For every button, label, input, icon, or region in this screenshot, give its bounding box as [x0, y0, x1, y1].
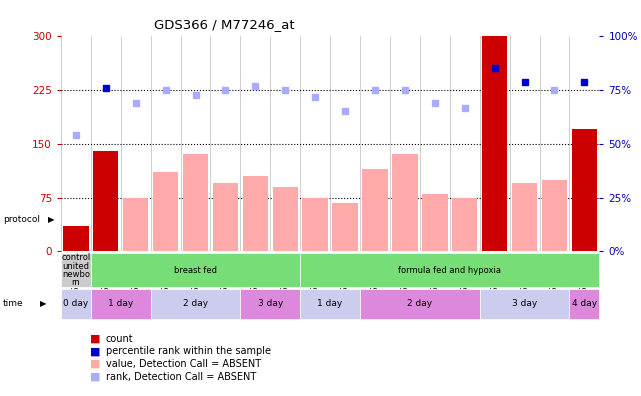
Bar [572, 129, 597, 251]
Bar [300, 253, 599, 287]
Bar [63, 226, 88, 251]
Bar [300, 289, 360, 319]
Text: 3 day: 3 day [512, 299, 537, 308]
Bar [153, 172, 178, 251]
Bar [422, 194, 447, 251]
Text: 3 day: 3 day [258, 299, 283, 308]
Bar [183, 154, 208, 251]
Bar [392, 154, 418, 251]
Bar [61, 289, 91, 319]
Bar [303, 198, 328, 251]
Text: 1 day: 1 day [108, 299, 133, 308]
Bar [93, 151, 119, 251]
Bar [61, 253, 91, 287]
Text: value, Detection Call = ABSENT: value, Detection Call = ABSENT [106, 359, 261, 369]
Text: ■: ■ [90, 359, 100, 369]
Text: 4 day: 4 day [572, 299, 597, 308]
Bar [512, 183, 537, 251]
Bar [479, 289, 569, 319]
Text: ▶: ▶ [48, 215, 54, 224]
Bar [482, 36, 508, 251]
Text: ■: ■ [90, 333, 100, 344]
Text: ■: ■ [90, 371, 100, 382]
Text: 1 day: 1 day [317, 299, 343, 308]
Text: GDS366 / M77246_at: GDS366 / M77246_at [154, 18, 294, 31]
Text: percentile rank within the sample: percentile rank within the sample [106, 346, 271, 356]
Text: breast fed: breast fed [174, 266, 217, 275]
Text: rank, Detection Call = ABSENT: rank, Detection Call = ABSENT [106, 371, 256, 382]
Bar [243, 176, 268, 251]
Text: 2 day: 2 day [407, 299, 433, 308]
Bar [213, 183, 238, 251]
Text: 2 day: 2 day [183, 299, 208, 308]
Bar [123, 198, 149, 251]
Bar [362, 169, 388, 251]
Bar [542, 179, 567, 251]
Bar [151, 289, 240, 319]
Text: protocol: protocol [3, 215, 40, 224]
Bar [240, 289, 300, 319]
Text: formula fed and hypoxia: formula fed and hypoxia [398, 266, 501, 275]
Text: control
united
newbo
rn: control united newbo rn [62, 253, 90, 287]
Bar [332, 202, 358, 251]
Bar [272, 187, 298, 251]
Text: count: count [106, 333, 133, 344]
Text: ■: ■ [90, 346, 100, 356]
Text: time: time [3, 299, 24, 308]
Bar [91, 289, 151, 319]
Text: ▶: ▶ [40, 299, 46, 308]
Bar [360, 289, 479, 319]
Text: 0 day: 0 day [63, 299, 88, 308]
Bar [91, 253, 300, 287]
Bar [569, 289, 599, 319]
Bar [452, 198, 478, 251]
